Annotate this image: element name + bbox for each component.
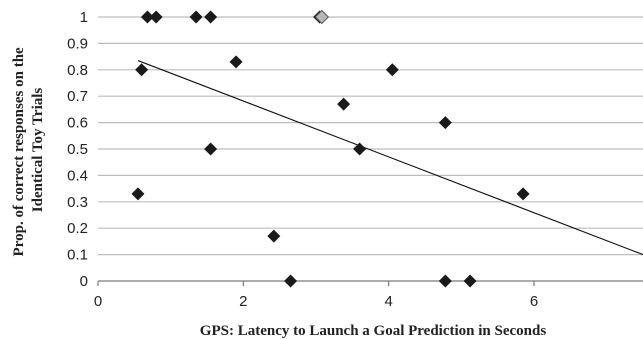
y-axis-title-line-2: Identical Toy Trials xyxy=(30,88,46,213)
data-point xyxy=(229,55,243,69)
y-tick-label: 1 xyxy=(80,9,88,26)
trendline-group xyxy=(137,60,643,256)
x-axis-title: GPS: Latency to Launch a Goal Prediction… xyxy=(200,323,547,339)
data-point xyxy=(131,187,145,201)
y-tick-label: 0.9 xyxy=(67,35,88,52)
data-point xyxy=(438,274,452,288)
y-tick-label: 0.5 xyxy=(67,141,88,158)
data-point xyxy=(135,63,149,77)
data-point xyxy=(204,142,218,156)
data-point xyxy=(516,187,530,201)
data-point xyxy=(189,10,203,24)
data-point xyxy=(204,10,218,24)
data-point xyxy=(438,116,452,130)
gridlines xyxy=(98,16,643,256)
y-tick-label: 0.7 xyxy=(67,88,88,105)
highlighted-data-point xyxy=(314,9,330,25)
y-tick-label: 0.6 xyxy=(67,115,88,132)
data-point xyxy=(463,274,477,288)
data-point xyxy=(284,274,298,288)
data-point xyxy=(267,229,281,243)
y-axis-title-line-1: Prop. of correct responses on the xyxy=(11,47,27,256)
data-point xyxy=(385,63,399,77)
axes xyxy=(97,280,643,286)
trendline xyxy=(137,60,643,256)
data-point xyxy=(149,10,163,24)
y-tick-label: 0.3 xyxy=(67,194,88,211)
x-tick-label: 6 xyxy=(530,293,538,310)
data-points xyxy=(131,9,530,288)
y-axis-title: Prop. of correct responses on the Identi… xyxy=(11,44,46,257)
x-tick-label: 0 xyxy=(94,293,102,310)
y-tick-label: 0.1 xyxy=(67,247,88,264)
data-point xyxy=(337,97,351,111)
y-tick-label: 0.4 xyxy=(67,167,88,184)
x-tick-label: 2 xyxy=(239,293,247,310)
y-tick-label: 0 xyxy=(80,273,88,290)
data-point xyxy=(140,10,154,24)
x-tick-label: 4 xyxy=(384,293,392,310)
y-tick-label: 0.8 xyxy=(67,62,88,79)
tick-labels: 0 0.1 0.2 0.3 0.4 0.5 0.6 0.7 0.8 0.9 1 0 2 4 6 xyxy=(67,9,538,310)
y-tick-label: 0.2 xyxy=(67,220,88,237)
data-point xyxy=(353,142,367,156)
